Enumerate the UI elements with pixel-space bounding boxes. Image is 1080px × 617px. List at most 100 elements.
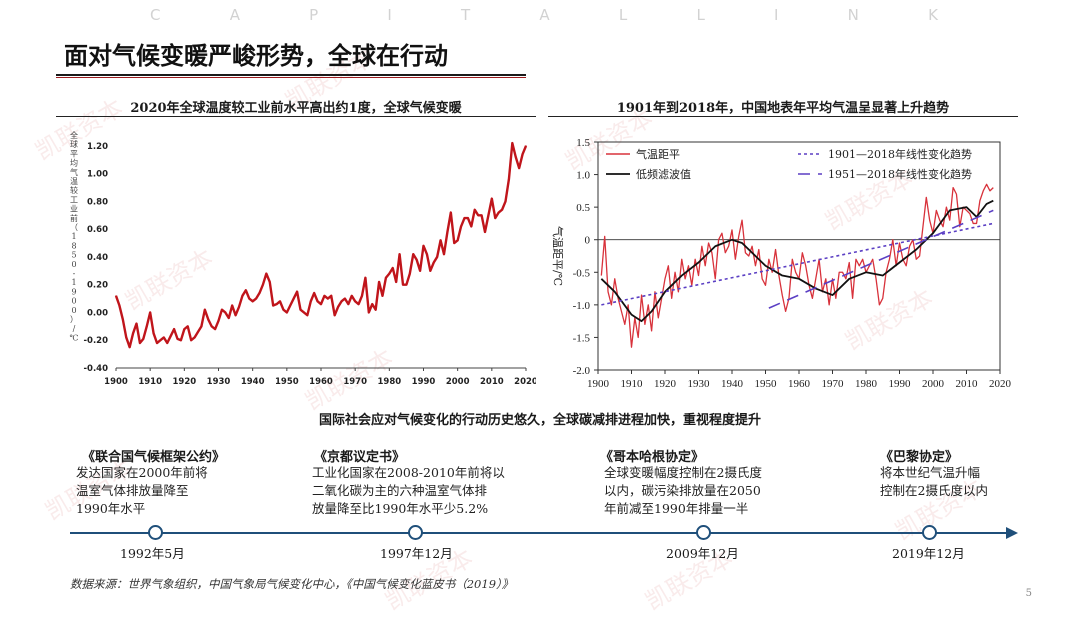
y-axis-label-char: 业	[70, 204, 78, 214]
brand-letter: A	[229, 6, 242, 24]
brand-letter: T	[461, 6, 473, 24]
desc-line: 放量降至比1990年水平少5.2%	[312, 501, 489, 516]
desc-line: 以内，碳污染排放量在2050	[604, 483, 761, 498]
x-tick-label: 1970	[343, 377, 367, 387]
x-tick-label: 1920	[172, 377, 196, 387]
timeline-desc-copenhagen: 全球变暖幅度控制在2摄氏度 以内，碳污染排放量在2050 年前减至1990年排量…	[604, 464, 762, 518]
brand-letter: N	[847, 6, 861, 24]
data-point	[238, 306, 240, 308]
y-axis-label-char: 5	[71, 251, 76, 260]
data-point	[477, 214, 479, 216]
y-tick-label: -0.5	[573, 267, 591, 279]
data-point	[224, 311, 226, 314]
data-point	[518, 167, 520, 169]
left-chart-title-rule	[56, 116, 536, 117]
y-tick-label: -2.0	[573, 365, 591, 377]
data-point	[180, 339, 182, 341]
data-point	[385, 277, 387, 279]
y-axis-label-char: 8	[71, 241, 76, 250]
data-point	[234, 314, 237, 316]
data-point	[429, 270, 431, 272]
data-point	[515, 156, 517, 158]
data-point	[388, 273, 390, 275]
x-tick-label: 1990	[412, 377, 436, 387]
data-point	[132, 332, 134, 334]
legend-label: 1951—2018年线性变化趋势	[828, 167, 972, 181]
y-axis-label-char: 9	[71, 287, 76, 296]
data-point	[498, 211, 500, 214]
x-tick-label: 1990	[889, 378, 912, 390]
data-point	[190, 339, 192, 341]
legend-label: 气温距平	[636, 147, 680, 161]
data-source-note: 数据来源：世界气象组织，中国气象局气候变化中心，《中国气候变化蓝皮书（2019）…	[70, 577, 514, 591]
data-point	[521, 153, 524, 155]
brand-letter: P	[309, 6, 321, 24]
brand-letter: K	[928, 6, 940, 24]
data-point	[228, 317, 230, 319]
right-chart-title: 1901年到2018年，中国地表年平均气温呈显著上升趋势	[616, 101, 950, 116]
desc-line: 全球变暖幅度控制在2摄氏度	[604, 465, 762, 480]
brand-letter: A	[539, 6, 552, 24]
data-point	[460, 225, 462, 227]
data-point	[241, 295, 244, 297]
y-axis-label-char: 气	[70, 167, 78, 177]
y-tick-label: 0.20	[87, 281, 108, 291]
y-axis-label-char: 前	[70, 213, 78, 223]
desc-line: 将本世纪气温升幅	[880, 465, 981, 480]
desc-line: 工业化国家在2008-2010年前将以	[312, 465, 505, 480]
x-tick-label: 1910	[138, 377, 162, 387]
data-point	[371, 303, 373, 305]
y-tick-label: 0.80	[87, 197, 108, 207]
data-point	[262, 284, 264, 286]
timeline-date-1997: 1997年12月	[380, 546, 453, 561]
data-point	[152, 332, 155, 334]
data-point	[142, 338, 144, 340]
data-point	[211, 325, 213, 327]
desc-line: 1990年水平	[76, 501, 146, 516]
y-axis-label-char: 0	[71, 306, 76, 315]
timeline-date-2009: 2009年12月	[666, 546, 739, 561]
data-point	[405, 284, 408, 286]
y-tick-label: -0.20	[84, 336, 109, 346]
data-point	[173, 328, 175, 330]
global-temperature-chart: -0.40-0.200.000.200.400.600.801.001.2019…	[70, 130, 536, 387]
data-point	[422, 245, 425, 247]
data-point	[135, 322, 138, 325]
data-point	[289, 304, 291, 307]
data-point	[409, 273, 411, 275]
y-tick-label: 1.00	[87, 170, 108, 180]
data-point	[487, 214, 490, 216]
data-point	[269, 281, 271, 283]
timeline-desc-kyoto: 工业化国家在2008-2010年前将以 二氧化碳为主的六种温室气体排 放量降至比…	[312, 464, 505, 518]
y-axis-label-char: 1	[71, 232, 76, 241]
data-point	[378, 281, 380, 283]
timeline-date-2019: 2019年12月	[892, 546, 965, 561]
data-point	[310, 300, 312, 302]
x-tick-label: 2020	[989, 378, 1012, 390]
y-tick-label: -0.40	[84, 364, 109, 374]
y-axis-label-char: ℃	[70, 333, 79, 342]
data-point	[272, 304, 274, 307]
data-point	[221, 309, 223, 311]
series-line-0	[600, 183, 994, 348]
data-point	[484, 231, 486, 233]
data-point	[474, 209, 476, 211]
data-point	[217, 320, 220, 322]
timeline-title-unfccc: 《联合国气候框架公约》	[82, 450, 226, 465]
y-axis-label-char: /	[73, 324, 76, 333]
data-point	[313, 292, 315, 294]
data-point	[330, 295, 332, 297]
data-point	[395, 281, 397, 283]
timeline-desc-unfccc: 发达国家在2000年前将 温室气体排放量降至 1990年水平	[76, 464, 208, 518]
data-point	[398, 253, 401, 255]
desc-line: 年前减至1990年排量一半	[604, 501, 749, 516]
data-point	[265, 273, 267, 275]
data-point	[327, 297, 329, 300]
data-point	[375, 309, 377, 311]
x-tick-label: 1970	[822, 378, 845, 390]
page-number: 5	[1025, 588, 1032, 599]
x-tick-label: 2010	[480, 377, 504, 387]
data-point	[303, 311, 305, 314]
timeline-date-1992: 1992年5月	[120, 546, 185, 561]
